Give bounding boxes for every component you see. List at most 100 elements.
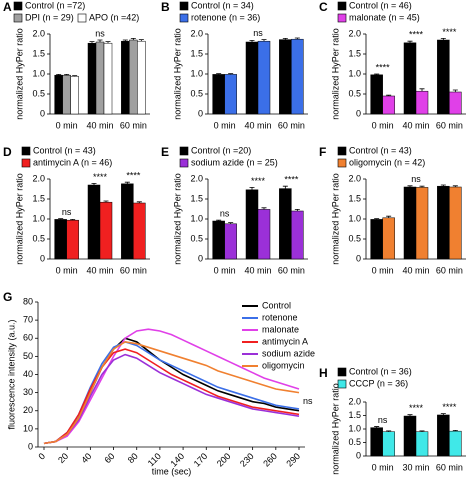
- series-line: [43, 353, 300, 445]
- y-axis-label: normalized HyPer ratio: [172, 28, 182, 120]
- y-tick-label: 1.5: [32, 48, 45, 58]
- bar: [99, 201, 113, 260]
- error-bar: [374, 218, 380, 220]
- error-bar: [72, 75, 78, 77]
- legend-swatch: [337, 367, 347, 377]
- significance: ns: [95, 28, 105, 38]
- error-bar: [407, 185, 413, 187]
- x-tick-label: 60 min: [120, 265, 147, 275]
- y-tick-label: 0: [356, 108, 361, 118]
- significance: ns: [253, 28, 263, 38]
- x-tick-label: 0: [36, 451, 47, 462]
- x-tick-label: 40: [79, 451, 93, 465]
- bar: [437, 185, 450, 260]
- x-tick-label: 60 min: [436, 120, 463, 130]
- error-bar: [58, 218, 64, 220]
- y-axis-label: fluorescence intensity (a.u.): [6, 319, 16, 429]
- legend-label: malonate (n = 45): [349, 12, 420, 22]
- legend-swatch: [179, 13, 189, 23]
- x-tick-label: 60 min: [436, 462, 463, 472]
- error-bar: [56, 74, 62, 76]
- y-tick-label: 0: [28, 441, 33, 451]
- annotation: ns: [303, 396, 313, 406]
- legend-label: malonate: [262, 324, 299, 334]
- significance: ****: [284, 175, 299, 185]
- panel-label: D: [3, 145, 12, 159]
- x-tick-label: 40 min: [402, 265, 429, 275]
- bar: [54, 219, 67, 260]
- error-bar: [407, 414, 413, 417]
- significance: ****: [442, 402, 457, 412]
- bar: [245, 41, 259, 115]
- error-bar: [136, 201, 142, 203]
- bar: [403, 415, 417, 457]
- bar: [66, 219, 79, 260]
- legend-label: APO (n =42): [89, 12, 139, 22]
- x-tick-label: 290: [284, 451, 302, 469]
- legend-label: Control (n =20): [191, 145, 251, 155]
- bar: [279, 39, 292, 115]
- x-tick-label: 0 min: [56, 265, 78, 275]
- y-tick-label: 2.0: [32, 173, 45, 183]
- legend-label: Control (n = 43): [33, 145, 96, 155]
- y-tick-label: 40: [23, 369, 33, 379]
- significance: ns: [220, 209, 230, 219]
- bar: [415, 90, 429, 115]
- panel-label: F: [319, 145, 326, 159]
- legend-swatch: [77, 13, 87, 23]
- legend-label: sodium azide (n = 25): [191, 157, 278, 167]
- error-bar: [64, 74, 70, 76]
- y-tick-label: 0.5: [348, 233, 361, 243]
- bar: [70, 76, 79, 115]
- y-tick-label: 2.0: [348, 396, 361, 406]
- bar: [403, 42, 417, 115]
- x-tick-label: 80: [126, 451, 140, 465]
- bar: [257, 209, 271, 260]
- legend-swatch: [337, 146, 347, 156]
- y-tick-label: 2.0: [348, 28, 361, 38]
- significance: ****: [442, 27, 457, 37]
- bar: [245, 189, 259, 260]
- bar: [212, 74, 225, 115]
- legend-swatch: [179, 1, 189, 11]
- panel-label: H: [319, 366, 328, 380]
- bar: [87, 184, 101, 260]
- bar: [382, 431, 395, 457]
- y-tick-label: 0: [40, 253, 45, 263]
- bar: [382, 217, 395, 260]
- y-axis-label: normalized HyPer ratio: [330, 173, 340, 265]
- error-bar: [89, 41, 95, 44]
- panel-label: B: [161, 0, 170, 14]
- x-tick-label: 60 min: [120, 120, 147, 130]
- legend-swatch: [13, 13, 23, 23]
- x-tick-label: 60 min: [436, 265, 463, 275]
- y-tick-label: 1.5: [32, 193, 45, 203]
- legend-label: CCCP (n = 36): [349, 378, 408, 388]
- y-tick-label: 1.5: [348, 410, 361, 420]
- legend-label: antimycin A: [262, 336, 308, 346]
- error-bar: [407, 40, 413, 43]
- bar: [121, 183, 134, 260]
- error-bar: [70, 219, 76, 221]
- error-bar: [261, 207, 267, 210]
- x-tick-label: 0 min: [372, 265, 394, 275]
- error-bar: [294, 37, 300, 40]
- legend-swatch: [337, 13, 347, 23]
- bar: [95, 41, 105, 115]
- y-tick-label: 0.5: [348, 88, 361, 98]
- legend-label: oligomycin: [262, 360, 305, 370]
- x-tick-label: 0 min: [214, 120, 236, 130]
- bar: [62, 74, 71, 115]
- y-tick-label: 0: [40, 108, 45, 118]
- y-tick-label: 0.5: [32, 88, 45, 98]
- x-tick-label: 170: [192, 451, 210, 469]
- x-axis-label: time (sec): [152, 466, 192, 476]
- legend-swatch: [179, 158, 189, 168]
- x-tick-label: 200: [215, 451, 233, 469]
- bar: [224, 223, 237, 260]
- bar: [437, 414, 450, 457]
- significance: ****: [251, 176, 266, 186]
- y-axis-label: normalized HyPer ratio: [14, 28, 24, 120]
- y-tick-label: 1.0: [32, 213, 45, 223]
- x-tick-label: 0 min: [372, 120, 394, 130]
